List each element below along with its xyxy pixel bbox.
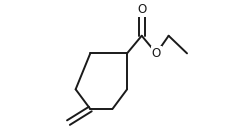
Text: O: O [137, 3, 146, 16]
Text: O: O [152, 47, 161, 60]
